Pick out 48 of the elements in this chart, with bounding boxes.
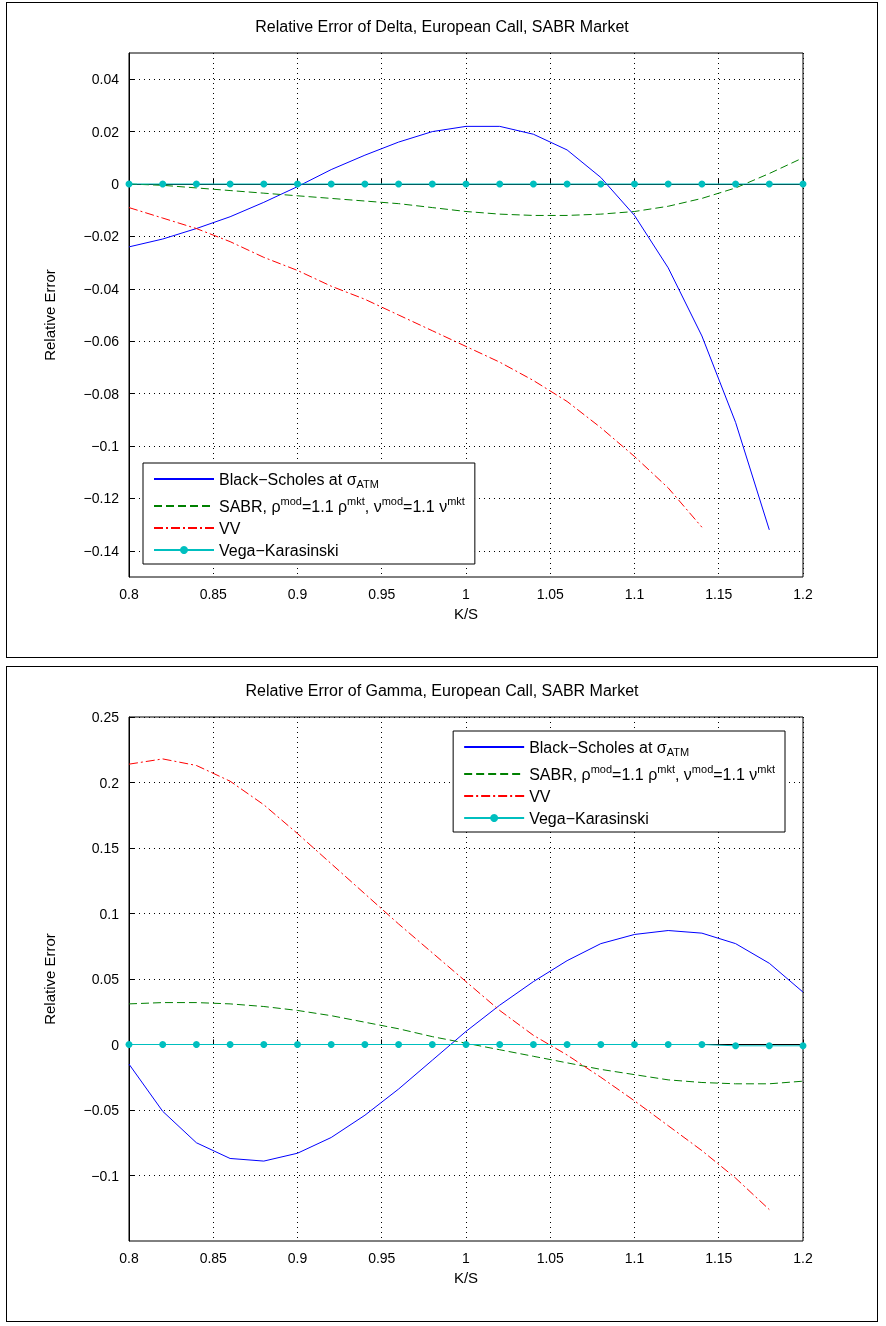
x-tick-label: 1.1 (624, 586, 645, 602)
x-tick-label: 0.95 (368, 1250, 396, 1266)
y-tick-label: 0 (111, 1036, 120, 1053)
y-tick-label: 0 (111, 176, 120, 192)
y-tick-label: 0.15 (91, 840, 120, 856)
line-series (128, 1002, 804, 1085)
legend-label: VV (529, 787, 551, 805)
x-tick-label: 0.8 (119, 1250, 139, 1266)
legend-label: Vega−Karasinski (529, 809, 649, 827)
legend-label: VV (219, 519, 241, 537)
y-tick-label: −0.14 (83, 542, 120, 559)
y-tick-label: −0.04 (83, 280, 120, 297)
y-tick-label: −0.02 (83, 228, 120, 245)
y-tick-label: 0.02 (91, 123, 120, 140)
y-tick-label: 0.05 (91, 971, 120, 987)
x-tick-label: 1 (462, 586, 471, 602)
x-tick-label: 0.9 (287, 586, 308, 602)
x-tick-label: 1.15 (705, 586, 733, 602)
x-tick-label: 0.9 (287, 1250, 308, 1266)
x-tick-label: 0.8 (119, 586, 139, 602)
x-tick-label: 1.05 (536, 586, 565, 602)
x-tick-label: 1.15 (705, 1250, 733, 1266)
y-tick-label: −0.1 (91, 438, 120, 454)
x-tick-label: 1.1 (624, 1250, 645, 1266)
x-tick-label: 1 (462, 1250, 471, 1266)
x-tick-label: 0.95 (368, 586, 396, 602)
x-tick-label: 1.2 (793, 1250, 813, 1266)
chart-title: Relative Error of Gamma, European Call, SABR Market (245, 681, 640, 699)
line-series (128, 930, 804, 1162)
y-tick-label: −0.05 (83, 1102, 120, 1118)
x-axis-title: K/S (453, 604, 479, 622)
x-tick-label: 0.85 (199, 1250, 228, 1266)
x-tick-label: 0.85 (199, 586, 228, 602)
y-tick-label: 0.1 (99, 905, 120, 922)
x-axis-title: K/S (453, 1268, 479, 1286)
y-tick-label: 0.2 (99, 774, 120, 791)
y-tick-label: 0.04 (91, 71, 120, 88)
y-tick-label: −0.12 (83, 490, 120, 507)
chart-title: Relative Error of Delta, European Call, SABR Market (255, 17, 630, 35)
y-axis-title: Relative Error (41, 269, 58, 361)
y-axis-title: Relative Error (41, 933, 58, 1025)
y-tick-label: 0.25 (91, 709, 120, 725)
y-tick-label: −0.06 (83, 333, 120, 350)
legend-label: Vega−Karasinski (219, 541, 339, 559)
x-tick-label: 1.05 (536, 1250, 565, 1266)
y-tick-label: −0.08 (83, 385, 120, 402)
y-tick-label: −0.1 (91, 1167, 120, 1184)
x-tick-label: 1.2 (793, 586, 813, 602)
